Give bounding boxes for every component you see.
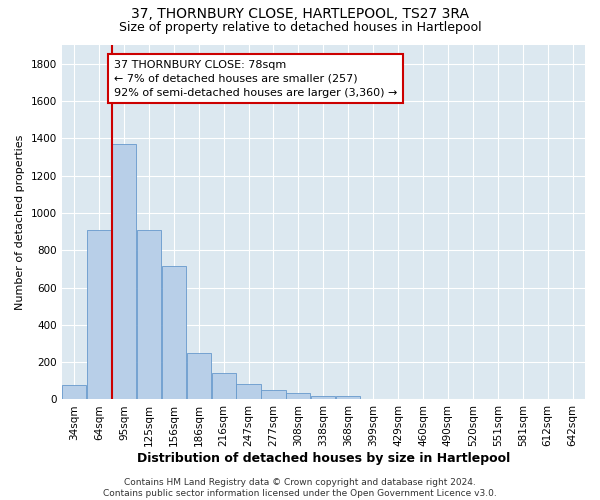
Bar <box>137 230 161 400</box>
Bar <box>62 384 86 400</box>
Bar <box>311 396 335 400</box>
Bar <box>187 353 211 400</box>
Bar <box>212 374 236 400</box>
Bar <box>336 396 361 400</box>
Text: Contains HM Land Registry data © Crown copyright and database right 2024.
Contai: Contains HM Land Registry data © Crown c… <box>103 478 497 498</box>
Text: 37, THORNBURY CLOSE, HARTLEPOOL, TS27 3RA: 37, THORNBURY CLOSE, HARTLEPOOL, TS27 3R… <box>131 8 469 22</box>
Text: 37 THORNBURY CLOSE: 78sqm
← 7% of detached houses are smaller (257)
92% of semi-: 37 THORNBURY CLOSE: 78sqm ← 7% of detach… <box>114 60 397 98</box>
Bar <box>162 266 186 400</box>
Bar <box>286 394 310 400</box>
Bar <box>112 144 136 400</box>
Bar <box>236 384 260 400</box>
Text: Size of property relative to detached houses in Hartlepool: Size of property relative to detached ho… <box>119 21 481 34</box>
Bar <box>87 230 111 400</box>
Y-axis label: Number of detached properties: Number of detached properties <box>15 134 25 310</box>
Bar <box>262 390 286 400</box>
X-axis label: Distribution of detached houses by size in Hartlepool: Distribution of detached houses by size … <box>137 452 510 465</box>
